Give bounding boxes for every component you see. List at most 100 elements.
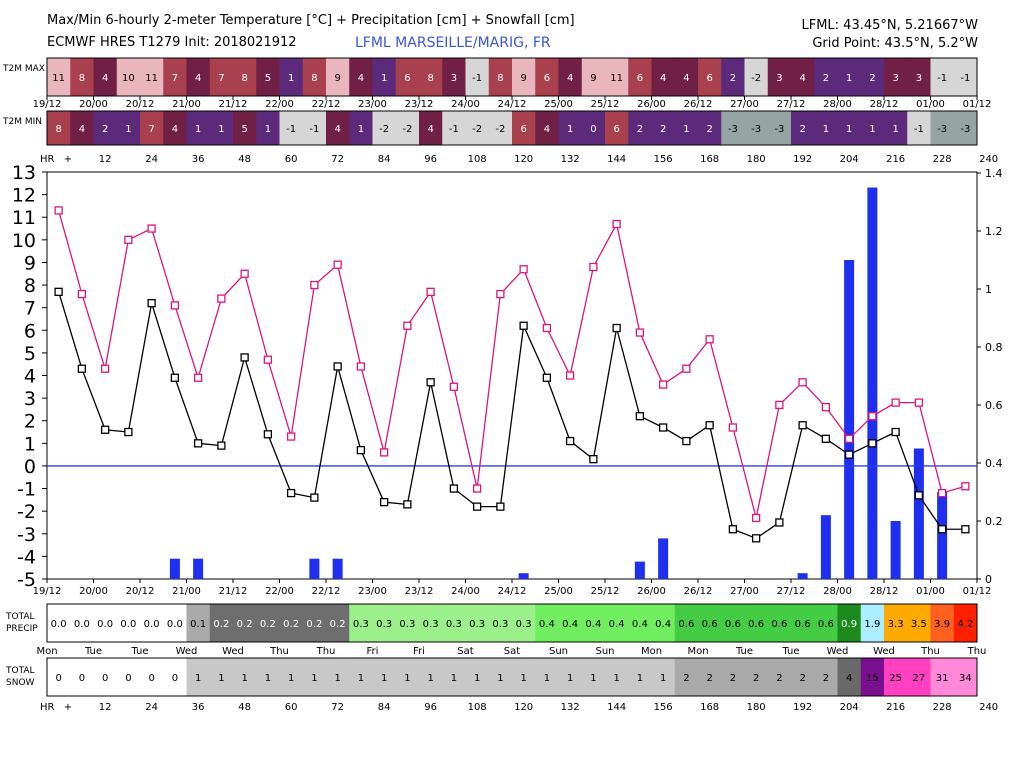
hr-value: 60 (285, 154, 298, 165)
total-precip-cell (395, 604, 420, 642)
hr-value: + (64, 702, 72, 713)
t2m-max-row-value: 2 (823, 73, 829, 84)
total-snow-cell (907, 658, 931, 696)
t2m-min-row-value: 7 (148, 124, 154, 135)
hr-value: 84 (378, 154, 391, 165)
t2m-min-row-cell (628, 111, 652, 145)
hr-value: 48 (238, 154, 251, 165)
date-label: 19/12 (33, 99, 62, 110)
t2m-max-row-value: 11 (145, 73, 158, 84)
min-temp-point (263, 430, 273, 439)
total-snow-value: 2 (730, 673, 736, 684)
precip-bar (169, 558, 180, 579)
t2m-max-row-cell (558, 58, 583, 96)
location-title: LFML MARSEILLE/MARIG, FR (355, 35, 551, 51)
total-precip-value: 0.3 (376, 619, 392, 630)
max-temp-point (472, 484, 482, 493)
t2m-max-row-value: 8 (497, 73, 503, 84)
t2m-max-row-value: 6 (544, 73, 550, 84)
t2m-min-row-value: 6 (520, 124, 526, 135)
y-left-tick-label: 5 (24, 343, 36, 365)
hr-value: 132 (561, 154, 580, 165)
y-left-tick-label: 13 (12, 162, 36, 184)
hr-value: 96 (424, 702, 437, 713)
t2m-min-row-cell (744, 111, 769, 145)
total-snow-cell (674, 658, 699, 696)
t2m-min-row-value: -2 (472, 124, 482, 135)
total-precip-value: 0.6 (725, 619, 741, 630)
total-snow-value: 1 (497, 673, 503, 684)
total-snow-cell (47, 658, 71, 696)
hr-value: 204 (840, 154, 859, 165)
t2m-min-row-cell (698, 111, 722, 145)
total-snow-value: 1 (241, 673, 247, 684)
t2m-min-row-value: -3 (774, 124, 784, 135)
date-label: 21/12 (219, 99, 248, 110)
total-precip-cell (488, 604, 513, 642)
x-tick-label: 23/00 (358, 586, 387, 597)
min-temp-point (472, 502, 482, 511)
t2m-min-row-value: 1 (683, 124, 689, 135)
total-snow-cell (256, 658, 280, 696)
t2m-min-row-cell (512, 111, 536, 145)
total-precip-value: 0.3 (516, 619, 532, 630)
total-snow-cell (70, 658, 94, 696)
max-temp-point (891, 398, 900, 407)
t2m-max-row-value: 8 (427, 73, 433, 84)
total-snow-value: 2 (706, 673, 712, 684)
total-precip-cell (930, 604, 955, 642)
t2m-max-row-value: 2 (730, 73, 736, 84)
x-tick-label: 21/12 (219, 586, 248, 597)
date-label: 28/00 (823, 99, 852, 110)
t2m-min-row-cell (721, 111, 745, 145)
x-tick-label: 23/12 (405, 586, 434, 597)
total-precip-value: 0.0 (74, 619, 90, 630)
t2m-max-row-value: 4 (195, 73, 201, 84)
t2m-max-row-cell (814, 58, 838, 96)
total-snow-cell (209, 658, 234, 696)
day-label: Tue (84, 646, 102, 657)
t2m-min-row-cell (791, 111, 815, 145)
t2m-max-row-cell (256, 58, 280, 96)
total-precip-label: TOTAL (5, 612, 35, 622)
hr-value: 144 (607, 154, 626, 165)
min-temp-point (682, 436, 691, 446)
total-snow-value: 1 (474, 673, 480, 684)
hr-value: 192 (793, 154, 812, 165)
x-tick-label: 22/00 (265, 586, 294, 597)
total-snow-cell (628, 658, 652, 696)
t2m-min-row-cell (442, 111, 466, 145)
max-temp-point (658, 380, 668, 389)
hr-value: 192 (793, 702, 812, 713)
chart-title: Max/Min 6-hourly 2-meter Temperature [°C… (47, 13, 575, 28)
t2m-max-row-cell (651, 58, 676, 96)
total-snow-value: 1 (520, 673, 526, 684)
t2m-min-row-cell (256, 111, 280, 145)
total-precip-value: 1.9 (864, 619, 880, 630)
total-snow-value: 1 (427, 673, 433, 684)
total-precip-cell (442, 604, 466, 642)
t2m-min-row-value: 1 (125, 124, 131, 135)
min-temp-point (542, 373, 552, 382)
t2m-max-row-cell (163, 58, 187, 96)
hr-value: 144 (607, 702, 626, 713)
day-label: Sun (595, 646, 614, 657)
max-temp-point (519, 265, 528, 274)
t2m-min-row-cell (605, 111, 629, 145)
hr-value: 168 (700, 154, 719, 165)
min-temp-point (379, 497, 389, 507)
t2m-min-row-value: -3 (960, 124, 970, 135)
min-temp-line (58, 291, 966, 540)
total-precip-cell (651, 604, 676, 642)
date-label: 24/00 (451, 99, 480, 110)
total-precip-cell (884, 604, 908, 642)
day-label: Fri (413, 646, 425, 657)
date-label: 24/12 (498, 99, 527, 110)
min-temp-point (356, 445, 366, 455)
t2m-min-row-value: 2 (660, 124, 666, 135)
min-temp-point (821, 434, 831, 443)
max-temp-line (57, 210, 966, 519)
total-precip-value: 0.2 (237, 619, 253, 630)
t2m-max-row-value: -2 (751, 73, 761, 84)
t2m-min-row-value: 8 (55, 124, 61, 135)
